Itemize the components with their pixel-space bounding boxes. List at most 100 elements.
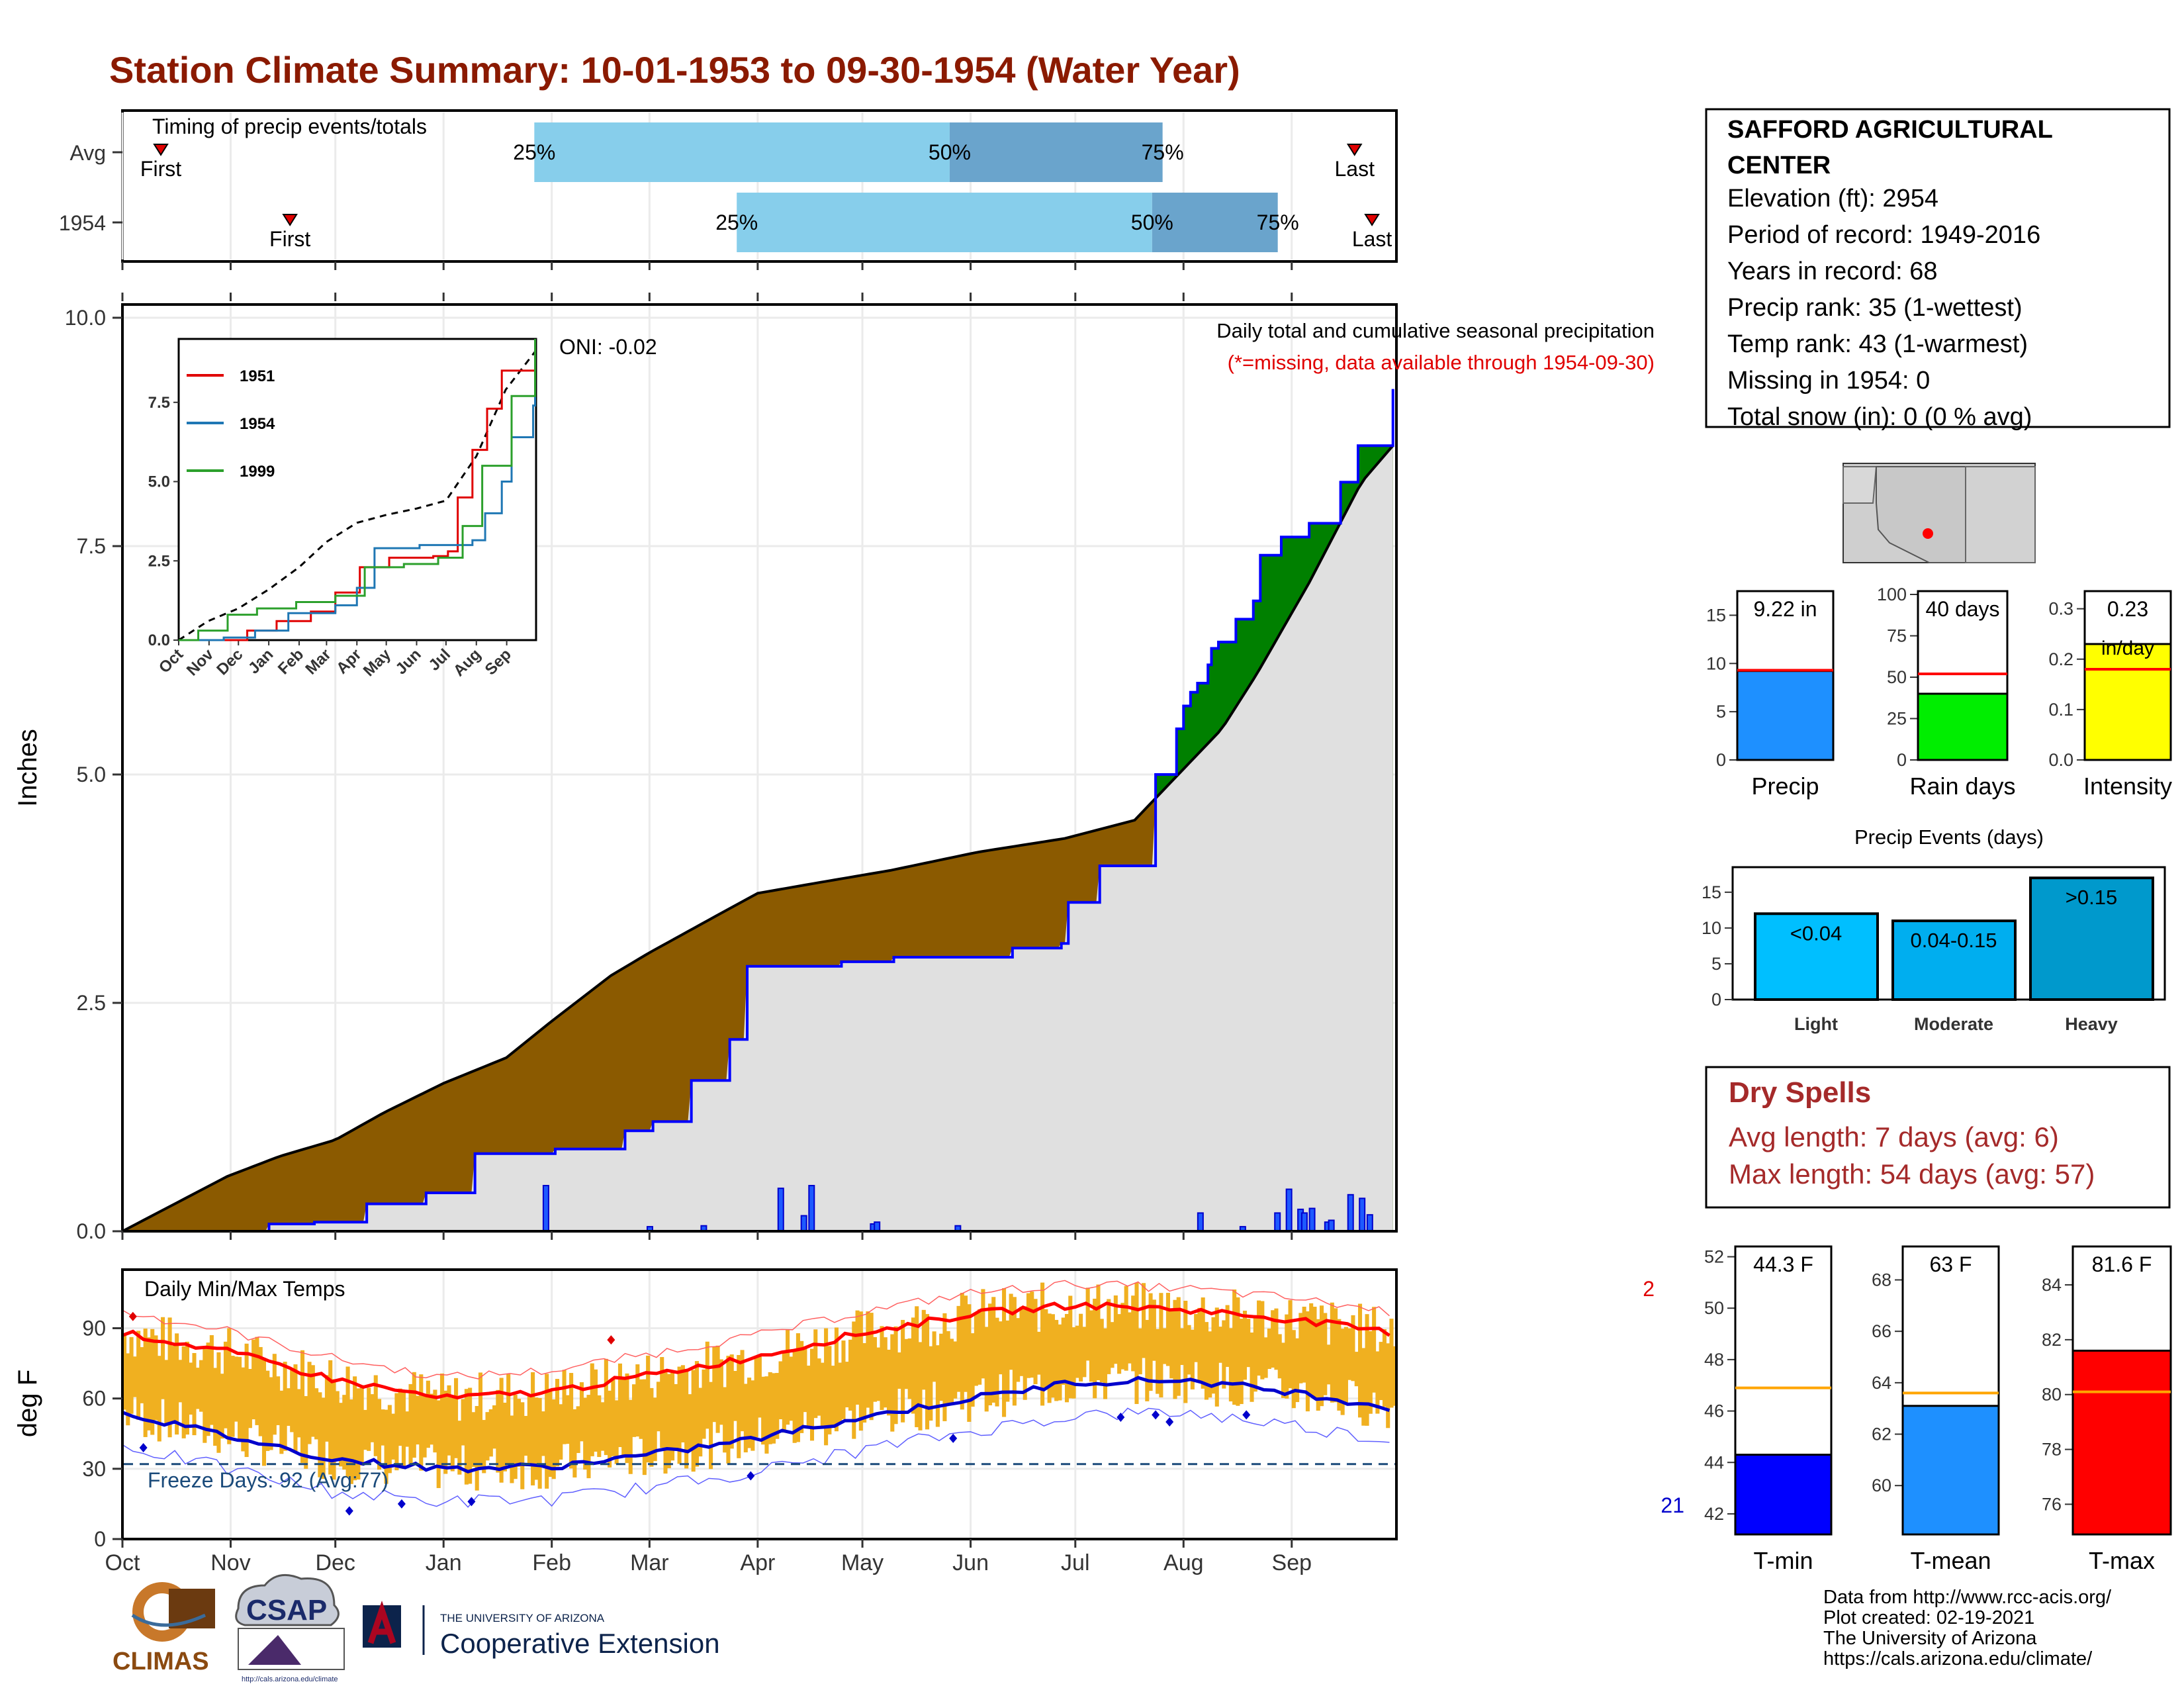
daily-temp-bar — [646, 1355, 651, 1463]
daily-temp-bar — [1134, 1282, 1139, 1404]
daily-temp-bar — [887, 1349, 891, 1416]
daily-temp-bar — [238, 1356, 242, 1441]
daily-temp-bar — [394, 1393, 399, 1471]
daily-temp-bar — [1089, 1310, 1093, 1382]
precip-ytick-label: 10.0 — [65, 306, 106, 330]
daily-temp-bar — [1085, 1288, 1090, 1361]
daily-temp-bar — [513, 1394, 518, 1479]
daily-temp-bar — [370, 1394, 375, 1442]
daily-temp-bar — [1302, 1306, 1306, 1383]
timing-bar-q25-q50 — [737, 193, 1152, 252]
events-title: Precip Events (days) — [1854, 825, 2044, 849]
temp-panel: 0 30 60 90 deg F Daily Min/Max Temps 2 21 F… — [13, 1268, 1684, 1575]
daily-temp-bar — [447, 1385, 451, 1456]
daily-temp-bar — [478, 1372, 483, 1468]
record-marker — [1152, 1410, 1160, 1420]
daily-temp-bar — [809, 1348, 815, 1441]
daily-temp-bar — [265, 1370, 270, 1451]
daily-temp-bar — [593, 1369, 598, 1452]
precip-total-chart: 0 5 10 15 9.22 in Precip — [1706, 590, 1835, 800]
month-tick-label: Jul — [1061, 1550, 1089, 1575]
precip-panel: 0.0 2.5 5.0 7.5 10.0 Inches ONI: -0.02 Daily… — [13, 293, 1655, 1243]
daily-temp-bar — [1145, 1319, 1150, 1401]
temp-ylabel: deg F — [13, 1370, 42, 1437]
daily-precip-bar — [1285, 1188, 1293, 1233]
daily-temp-bar — [492, 1405, 497, 1449]
daily-temp-bar — [1382, 1329, 1387, 1407]
daily-temp-bar — [314, 1388, 319, 1440]
daily-temp-bar — [569, 1373, 574, 1469]
daily-precip-bar — [1274, 1212, 1281, 1233]
daily-temp-bar — [1340, 1329, 1345, 1415]
tmin-chart: 42 44 46 48 50 52 44.3 F T-min — [1704, 1245, 1833, 1574]
timing-bar-q50-q75 — [1152, 193, 1278, 252]
tmax-ytick-label: 80 — [2042, 1385, 2062, 1405]
daily-temp-bar — [143, 1328, 148, 1437]
daily-temp-bar — [694, 1361, 700, 1467]
precip-total-label: Precip — [1751, 773, 1819, 800]
rain-days-ytick-label: 100 — [1877, 585, 1907, 604]
record-marker — [1242, 1410, 1251, 1420]
temp-ytick-label: 90 — [82, 1316, 106, 1340]
daily-temp-bar — [576, 1406, 580, 1454]
footer-line-4: https://cals.arizona.edu/climate/ — [1823, 1648, 2093, 1669]
precip-note-1: Daily total and cumulative seasonal prec… — [1216, 319, 1655, 342]
rain-days-value-label: 40 days — [1925, 597, 1999, 621]
daily-temp-bar — [1054, 1319, 1059, 1401]
daily-temp-bar — [496, 1389, 500, 1473]
daily-temp-bar — [866, 1311, 870, 1408]
daily-temp-bar — [338, 1403, 343, 1467]
daily-temp-bar — [572, 1409, 577, 1477]
record-marker — [128, 1311, 137, 1321]
daily-temp-bar — [1156, 1329, 1160, 1394]
daily-temp-bar — [953, 1341, 958, 1399]
inset-ytick-label: 2.5 — [148, 552, 170, 570]
locator-map — [1843, 463, 2036, 563]
daily-temp-bar — [670, 1372, 675, 1461]
daily-temp-bar — [230, 1356, 235, 1437]
record-low-line — [122, 1407, 1390, 1508]
daily-temp-bar — [419, 1374, 424, 1471]
daily-temp-bar — [1386, 1343, 1390, 1429]
daily-precip-bar — [800, 1215, 807, 1233]
daily-temp-bar — [1239, 1319, 1244, 1405]
daily-temp-bar — [216, 1352, 221, 1453]
daily-temp-bar — [1319, 1305, 1324, 1407]
daily-temp-bar — [876, 1347, 881, 1401]
daily-temp-bar — [1131, 1295, 1136, 1372]
daily-precip-bar — [542, 1185, 549, 1232]
daily-temp-bar — [1183, 1300, 1188, 1403]
daily-temp-bar — [450, 1397, 455, 1472]
month-tick-label: Jun — [952, 1550, 989, 1575]
daily-precip-bar — [1308, 1207, 1316, 1232]
daily-temp-bar — [241, 1367, 246, 1452]
station-missing: Missing in 1954: 0 — [1727, 367, 1930, 395]
inset-legend-label: 1999 — [240, 463, 275, 481]
daily-temp-bar — [789, 1356, 794, 1421]
events-bar-label: <0.04 — [1790, 921, 1842, 945]
daily-temp-bar — [1162, 1328, 1167, 1364]
daily-temp-bar — [1187, 1325, 1191, 1375]
daily-temp-bar — [600, 1402, 605, 1451]
daily-temp-bar — [1082, 1327, 1087, 1378]
daily-temp-bar — [918, 1342, 923, 1430]
daily-temp-bar — [195, 1368, 200, 1409]
events-category-label: Light — [1794, 1014, 1838, 1034]
events-category-label: Moderate — [1914, 1014, 1993, 1034]
daily-temp-bar — [1040, 1282, 1045, 1406]
daily-temp-bar — [729, 1354, 734, 1449]
daily-temp-bar — [890, 1334, 895, 1432]
daily-temp-bar — [391, 1413, 396, 1460]
daily-precip-bar — [808, 1185, 815, 1232]
daily-temp-bar — [1354, 1352, 1359, 1387]
daily-temp-bar — [209, 1335, 214, 1425]
daily-temp-bar — [1117, 1314, 1122, 1374]
daily-temp-bar — [1138, 1328, 1142, 1375]
daily-temp-bar — [709, 1382, 713, 1470]
dry-spells-max: Max length: 54 days (avg: 57) — [1729, 1158, 2095, 1190]
tmean-ytick-label: 60 — [1872, 1476, 1891, 1495]
daily-temp-bar — [353, 1376, 357, 1481]
daily-temp-bar — [199, 1360, 204, 1412]
station-period: Period of record: 1949-2016 — [1727, 221, 2040, 249]
inset-series-1999 — [179, 339, 537, 641]
